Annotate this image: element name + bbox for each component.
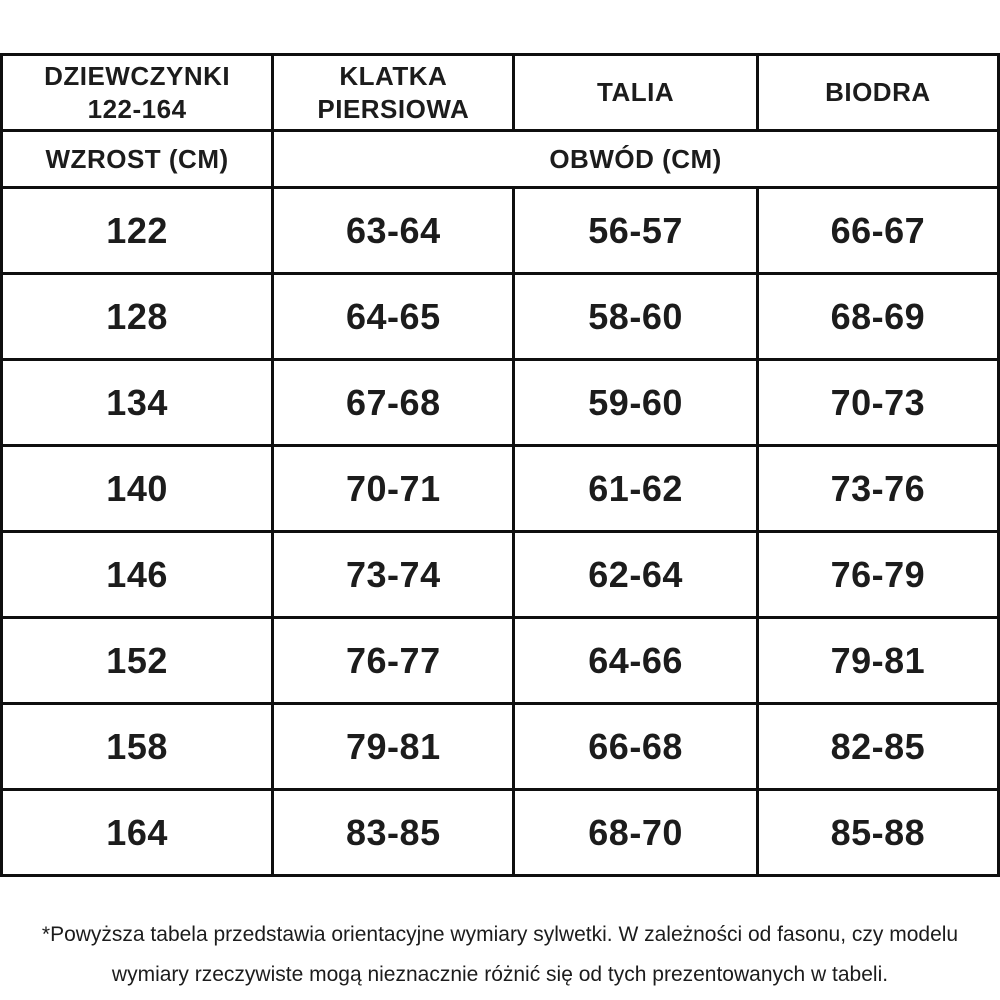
cell-waist: 59-60 xyxy=(512,358,759,447)
cell-hips: 66-67 xyxy=(755,186,1000,275)
cell-hips: 73-76 xyxy=(755,444,1000,533)
cell-hips: 76-79 xyxy=(755,530,1000,619)
footnote-line2: wymiary rzeczywiste mogą nieznacznie róż… xyxy=(111,963,889,986)
cell-chest: 70-71 xyxy=(271,444,516,533)
cell-height: 164 xyxy=(0,788,275,877)
header-chest-line2: PIERSIOWA xyxy=(317,93,470,124)
cell-chest: 79-81 xyxy=(271,702,516,791)
cell-waist: 61-62 xyxy=(512,444,759,533)
cell-waist: 66-68 xyxy=(512,702,759,791)
cell-chest: 83-85 xyxy=(271,788,516,877)
cell-height: 152 xyxy=(0,616,275,705)
cell-height: 122 xyxy=(0,186,275,275)
table-row: 158 79-81 66-68 82-85 xyxy=(0,702,1000,791)
table-row: 140 70-71 61-62 73-76 xyxy=(0,444,1000,533)
cell-waist: 62-64 xyxy=(512,530,759,619)
subheader-circumference-cm: OBWÓD (CM) xyxy=(271,129,1000,189)
cell-hips: 85-88 xyxy=(755,788,1000,877)
cell-waist: 58-60 xyxy=(512,272,759,361)
subheader-height-cm: WZROST (CM) xyxy=(0,129,275,189)
cell-chest: 76-77 xyxy=(271,616,516,705)
cell-height: 128 xyxy=(0,272,275,361)
cell-waist: 56-57 xyxy=(512,186,759,275)
table-row: 128 64-65 58-60 68-69 xyxy=(0,272,1000,361)
cell-height: 134 xyxy=(0,358,275,447)
header-girls-range: DZIEWCZYNKI 122-164 xyxy=(0,53,275,132)
cell-hips: 79-81 xyxy=(755,616,1000,705)
header-girls-line2: 122-164 xyxy=(87,93,187,124)
header-hips: BIODRA xyxy=(755,53,1000,132)
footnote: *Powyższa tabela przedstawia orientacyjn… xyxy=(0,915,1000,995)
table-row: 134 67-68 59-60 70-73 xyxy=(0,358,1000,447)
header-waist: TALIA xyxy=(512,53,759,132)
footnote-line1: *Powyższa tabela przedstawia orientacyjn… xyxy=(41,923,959,946)
size-table: DZIEWCZYNKI 122-164 KLATKA PIERSIOWA TAL… xyxy=(0,53,1000,877)
cell-chest: 64-65 xyxy=(271,272,516,361)
table-row: 122 63-64 56-57 66-67 xyxy=(0,186,1000,275)
subheader-row: WZROST (CM) OBWÓD (CM) xyxy=(0,129,1000,189)
cell-hips: 70-73 xyxy=(755,358,1000,447)
cell-chest: 73-74 xyxy=(271,530,516,619)
cell-chest: 63-64 xyxy=(271,186,516,275)
header-chest-line1: KLATKA xyxy=(339,60,448,91)
size-chart-page: DZIEWCZYNKI 122-164 KLATKA PIERSIOWA TAL… xyxy=(0,53,1000,1000)
table-row: 152 76-77 64-66 79-81 xyxy=(0,616,1000,705)
header-chest: KLATKA PIERSIOWA xyxy=(271,53,516,132)
cell-height: 158 xyxy=(0,702,275,791)
table-row: 164 83-85 68-70 85-88 xyxy=(0,788,1000,877)
cell-waist: 64-66 xyxy=(512,616,759,705)
cell-waist: 68-70 xyxy=(512,788,759,877)
table-row: 146 73-74 62-64 76-79 xyxy=(0,530,1000,619)
cell-chest: 67-68 xyxy=(271,358,516,447)
cell-hips: 68-69 xyxy=(755,272,1000,361)
cell-height: 146 xyxy=(0,530,275,619)
cell-height: 140 xyxy=(0,444,275,533)
header-girls-line1: DZIEWCZYNKI xyxy=(44,60,231,91)
cell-hips: 82-85 xyxy=(755,702,1000,791)
header-row: DZIEWCZYNKI 122-164 KLATKA PIERSIOWA TAL… xyxy=(0,53,1000,132)
